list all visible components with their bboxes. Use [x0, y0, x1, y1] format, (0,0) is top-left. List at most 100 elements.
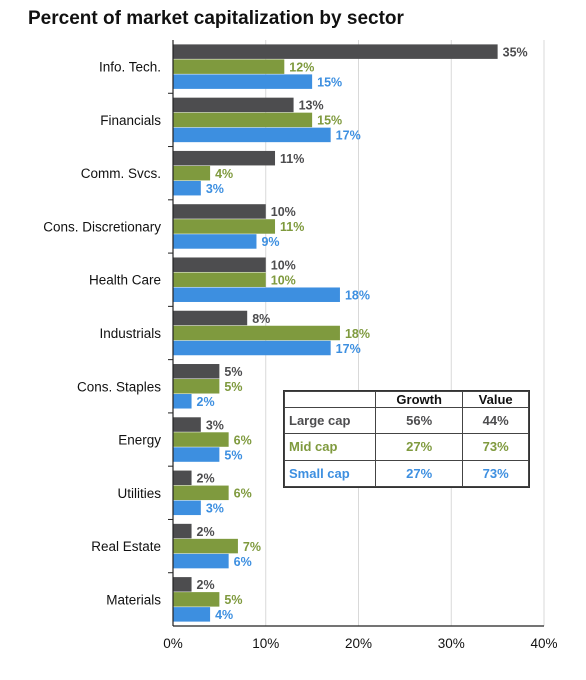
bar-mid_cap	[173, 165, 211, 181]
bar-small_cap	[173, 287, 340, 302]
table-row-mid-cap: Mid cap 27% 73%	[284, 433, 529, 461]
bar-mid_cap	[173, 432, 229, 447]
bar-mid_cap	[173, 272, 266, 287]
row-label: Mid cap	[284, 433, 376, 461]
table-row-small-cap: Small cap 27% 73%	[284, 459, 529, 488]
category-label: Industrials	[99, 326, 161, 341]
bar-small_cap	[173, 447, 220, 462]
value-cell: 44%	[462, 406, 529, 435]
growth-value-table: Growth Value Large cap 56% 44% Mid cap 2…	[283, 390, 530, 488]
bar-small_cap	[173, 74, 313, 89]
data-label: 10%	[271, 273, 296, 287]
bar-mid_cap	[173, 379, 220, 394]
category-label: Financials	[100, 113, 161, 128]
data-label: 4%	[215, 608, 233, 622]
bar-small_cap	[173, 553, 229, 569]
data-label: 5%	[224, 380, 242, 394]
data-label: 17%	[336, 129, 361, 143]
x-tick-label: 20%	[345, 636, 372, 651]
table-header-blank	[284, 391, 376, 408]
bar-mid_cap	[173, 538, 238, 554]
bar-large_cap	[173, 577, 192, 592]
bar-large_cap	[173, 44, 498, 59]
data-label: 6%	[234, 487, 252, 501]
bar-large_cap	[173, 364, 220, 379]
bar-large_cap	[173, 523, 192, 539]
category-label: Utilities	[117, 486, 161, 501]
data-label: 4%	[215, 167, 233, 181]
data-label: 2%	[197, 578, 215, 592]
category-label: Energy	[118, 433, 161, 448]
bar-mid_cap	[173, 112, 313, 128]
chart-title: Percent of market capitalization by sect…	[28, 8, 404, 29]
bar-large_cap	[173, 257, 266, 272]
data-label: 10%	[271, 258, 296, 272]
table-header-growth: Growth	[374, 391, 464, 408]
data-label: 18%	[345, 288, 370, 302]
data-label: 8%	[252, 312, 270, 326]
bar-small_cap	[173, 127, 331, 143]
category-label: Cons. Staples	[77, 379, 161, 394]
data-label: 2%	[197, 525, 215, 539]
category-label: Cons. Discretionary	[43, 219, 161, 234]
bar-large_cap	[173, 470, 192, 486]
data-label: 3%	[206, 182, 224, 196]
bar-mid_cap	[173, 59, 285, 74]
bar-small_cap	[173, 180, 201, 196]
bar-large_cap	[173, 97, 294, 113]
data-label: 10%	[271, 205, 296, 219]
data-label: 15%	[317, 114, 342, 128]
data-label: 5%	[224, 593, 242, 607]
x-tick-label: 0%	[163, 636, 183, 651]
bar-small_cap	[173, 607, 211, 622]
data-label: 18%	[345, 327, 370, 341]
value-cell: 73%	[462, 459, 529, 488]
bar-small_cap	[173, 340, 331, 356]
category-label: Info. Tech.	[99, 60, 161, 75]
table-row-large-cap: Large cap 56% 44%	[284, 406, 529, 435]
category-label: Health Care	[89, 273, 161, 288]
data-label: 5%	[224, 365, 242, 379]
data-label: 3%	[206, 418, 224, 432]
data-label: 11%	[280, 152, 304, 166]
data-label: 6%	[234, 433, 252, 447]
growth-cell: 27%	[374, 433, 464, 461]
data-label: 6%	[234, 555, 252, 569]
category-label: Real Estate	[91, 539, 161, 554]
data-label: 2%	[197, 472, 215, 486]
x-tick-label: 30%	[438, 636, 465, 651]
bar-large_cap	[173, 310, 248, 326]
bar-small_cap	[173, 234, 257, 249]
x-tick-label: 10%	[252, 636, 279, 651]
data-label: 11%	[280, 220, 304, 234]
data-label: 7%	[243, 540, 261, 554]
category-label: Materials	[106, 592, 161, 607]
value-cell: 73%	[462, 433, 529, 461]
data-label: 2%	[197, 395, 215, 409]
growth-cell: 56%	[374, 406, 464, 435]
data-label: 35%	[503, 45, 528, 59]
category-label: Comm. Svcs.	[81, 166, 161, 181]
bar-mid_cap	[173, 592, 220, 607]
bar-large_cap	[173, 417, 201, 432]
data-label: 3%	[206, 502, 224, 516]
data-label: 15%	[317, 75, 342, 89]
bar-small_cap	[173, 394, 192, 409]
bar-small_cap	[173, 500, 201, 516]
x-tick-label: 40%	[530, 636, 557, 651]
data-label: 12%	[289, 60, 314, 74]
row-label: Small cap	[284, 459, 376, 488]
bar-large_cap	[173, 204, 266, 219]
data-label: 5%	[224, 448, 242, 462]
bar-mid_cap	[173, 485, 229, 501]
data-label: 17%	[336, 342, 361, 356]
data-label: 13%	[299, 99, 324, 113]
bar-mid_cap	[173, 325, 340, 341]
table-header-row: Growth Value	[284, 391, 529, 408]
growth-cell: 27%	[374, 459, 464, 488]
data-label: 9%	[261, 235, 279, 249]
bar-large_cap	[173, 150, 276, 166]
table-header-value: Value	[462, 391, 529, 408]
row-label: Large cap	[284, 406, 376, 435]
